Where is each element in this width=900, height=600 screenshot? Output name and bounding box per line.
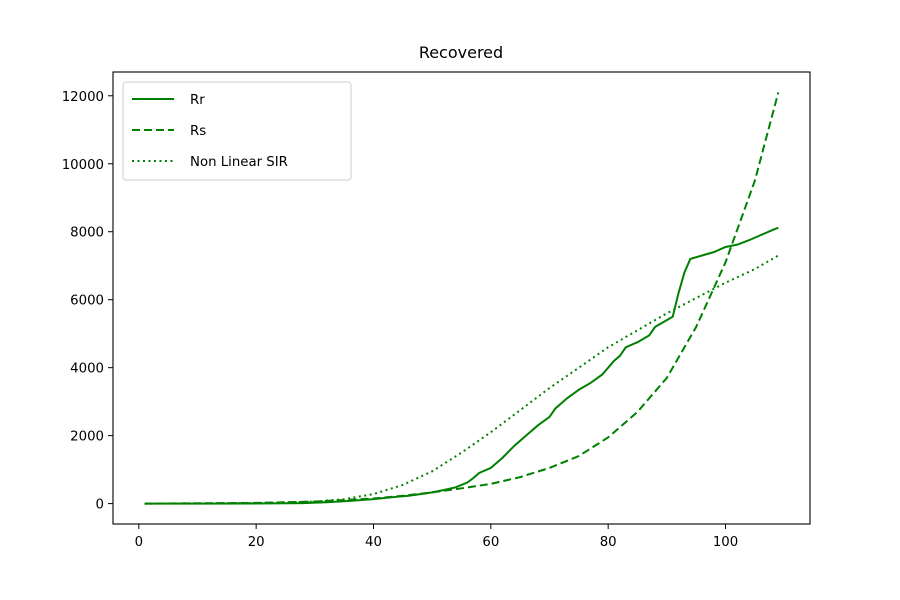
y-tick-label: 10000 <box>62 158 104 173</box>
x-tick-label: 40 <box>365 535 382 550</box>
legend-label: Rs <box>190 124 206 139</box>
legend-label: Non Linear SIR <box>190 155 288 170</box>
y-tick-label: 6000 <box>70 294 104 309</box>
chart-title: Recovered <box>419 43 503 62</box>
axes-layer: 0 20 40 60 80 100 0 2000 4000 6000 8000 10000 12000 <box>62 71 811 550</box>
y-tick-label: 8000 <box>70 226 104 241</box>
plot-frame <box>112 71 811 525</box>
y-tick-label: 4000 <box>70 362 104 377</box>
series-line-rs <box>144 92 780 505</box>
legend-label: Rr <box>190 93 205 108</box>
y-tick-label: 0 <box>96 498 104 513</box>
y-tick-label: 12000 <box>62 90 104 105</box>
legend: Rr Rs Non Linear SIR <box>122 81 352 181</box>
x-tick-label: 0 <box>135 535 143 550</box>
legend-box <box>122 81 352 181</box>
series-layer <box>144 92 780 505</box>
x-tick-label: 100 <box>713 535 738 550</box>
x-tick-label: 60 <box>482 535 499 550</box>
series-line-rr <box>144 226 779 505</box>
x-tick-label: 20 <box>248 535 265 550</box>
series-line-non-linear-sir <box>144 254 779 505</box>
y-tick-label: 2000 <box>70 430 104 445</box>
x-tick-label: 80 <box>600 535 617 550</box>
